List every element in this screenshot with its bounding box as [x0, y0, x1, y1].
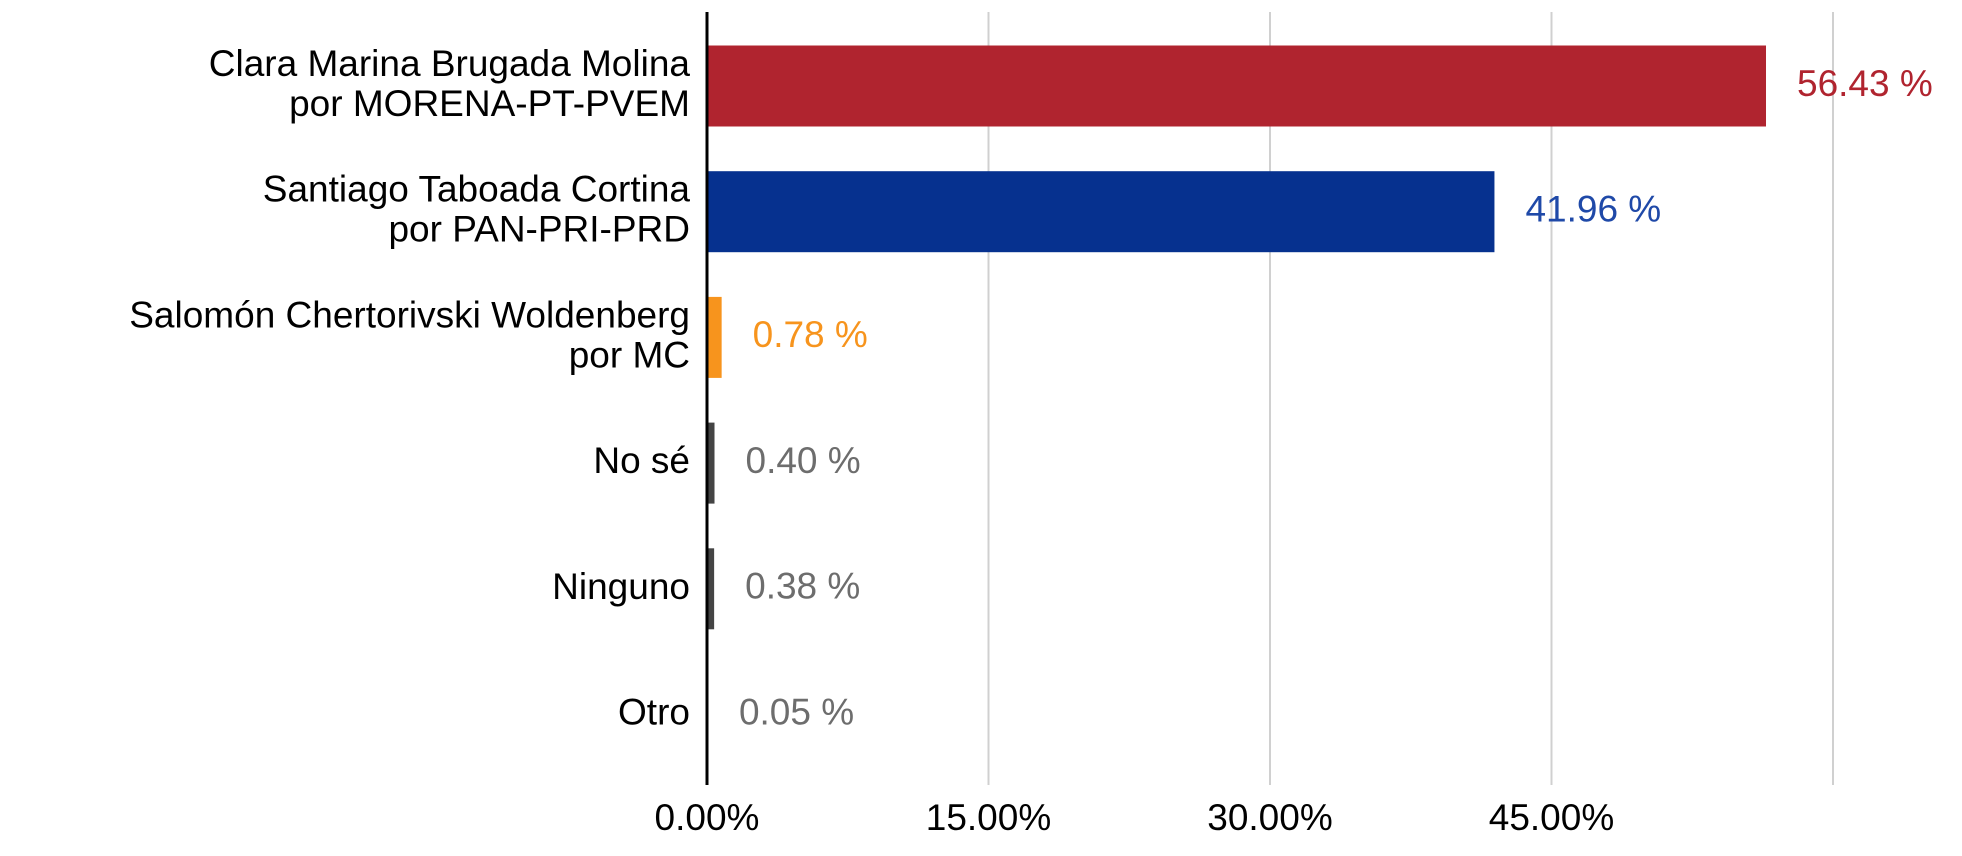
category-line: por MORENA-PT-PVEM: [289, 83, 690, 124]
bar: [707, 548, 715, 630]
value-label: 56.43 %: [1797, 63, 1933, 104]
category-line: por MC: [569, 334, 690, 375]
category-line: por PAN-PRI-PRD: [388, 208, 690, 249]
x-tick-label: 15.00%: [926, 797, 1052, 838]
category-line: Clara Marina Brugada Molina: [209, 43, 691, 84]
x-tick-label: 0.00%: [655, 797, 760, 838]
category-label: Otro: [618, 691, 690, 732]
value-label: 0.38 %: [745, 566, 860, 607]
category-line: No sé: [593, 440, 690, 481]
x-tick-label: 30.00%: [1207, 797, 1333, 838]
category-line: Salomón Chertorivski Woldenberg: [129, 294, 690, 335]
category-label: Ninguno: [552, 566, 690, 607]
bar: [707, 422, 715, 504]
category-line: Ninguno: [552, 566, 690, 607]
bar: [707, 296, 722, 378]
bar: [707, 45, 1767, 127]
value-label: 0.78 %: [753, 314, 868, 355]
category-line: Otro: [618, 691, 690, 732]
category-label: No sé: [593, 440, 690, 481]
category-label: Clara Marina Brugada Molina por MORENA-PT…: [209, 43, 691, 124]
value-label: 0.40 %: [746, 440, 861, 481]
category-line: Santiago Taboada Cortina: [263, 168, 691, 209]
value-label: 41.96 %: [1525, 188, 1661, 229]
bar: [707, 171, 1495, 253]
x-tick-label: 45.00%: [1489, 797, 1615, 838]
category-label: Santiago Taboada Cortina por PAN-PRI-PRD: [263, 168, 691, 249]
value-label: 0.05 %: [739, 691, 854, 732]
category-label: Salomón Chertorivski Woldenberg por MC: [129, 294, 690, 375]
